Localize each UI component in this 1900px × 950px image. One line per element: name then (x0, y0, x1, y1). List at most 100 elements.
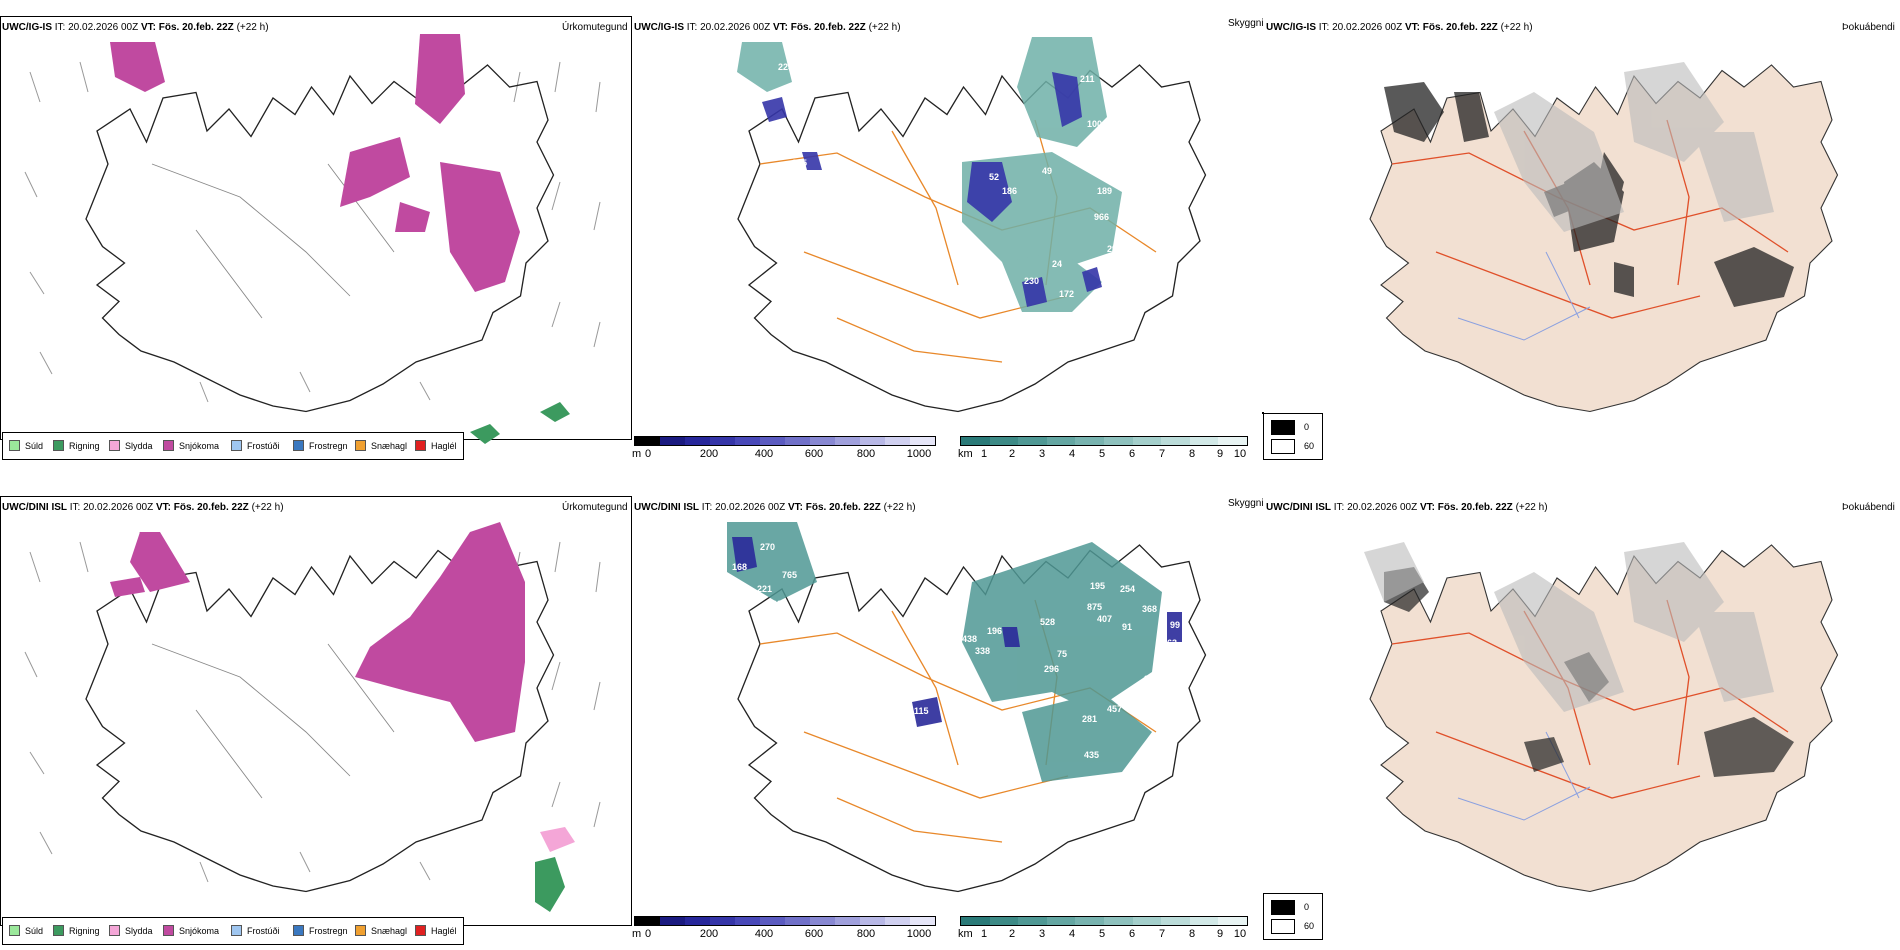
iceland-outline (85, 64, 555, 413)
precip-panel-bottom: UWC/DINI ISL IT: 20.02.2026 00Z VT: Fös.… (0, 492, 632, 950)
legend-swatch (415, 440, 426, 451)
vt-value: Fös. 20.feb. 22Z (805, 502, 881, 513)
vt-label: VT: (140, 22, 156, 33)
it-label: IT: (54, 22, 66, 33)
cloud-label: 457 (1107, 704, 1122, 714)
lead-time: (+22 h) (1515, 502, 1548, 513)
ceiling-unit: m (632, 928, 642, 940)
lead-time: (+22 h) (1500, 22, 1533, 33)
cloud-label: 528 (1040, 617, 1055, 627)
cloud-label: 407 (1097, 614, 1112, 624)
legend-swatch (109, 925, 120, 936)
low-ceiling-areas (732, 537, 1182, 727)
precip-map (24, 34, 601, 444)
legend-item-snjokoma: Snjókoma (163, 925, 219, 936)
fog-map (1369, 62, 1839, 413)
cloud-label: 221 (757, 584, 772, 594)
fog-map (1364, 542, 1839, 893)
legend-swatch (53, 440, 64, 451)
fog-swatch-low (1271, 900, 1295, 915)
legend-item-snaehagl: Snæhagl (355, 925, 407, 936)
legend-swatch (9, 925, 20, 936)
sleet-rain-areas (535, 827, 575, 912)
legend-item-slydda: Slydda (109, 440, 153, 451)
legend-item-snaehagl: Snæhagl (355, 440, 407, 451)
legend-swatch (163, 440, 174, 451)
fog-swatch-high (1271, 919, 1295, 934)
fog-legend-bottom: 0 60 (1263, 893, 1323, 940)
fog-light-areas (1494, 62, 1774, 232)
legend-swatch (355, 925, 366, 936)
panel-header: UWC/IG-IS IT: 20.02.2026 00Z VT: Fös. 20… (1266, 22, 1533, 33)
cloud-label: 75 (1057, 649, 1067, 659)
cloud-label: 165 (1112, 266, 1127, 276)
precip-legend: Súld Rigning Slydda Snjókoma Frostúði Fr… (2, 432, 464, 460)
cloud-label: 119 (1142, 134, 1157, 144)
cloud-label: 496 (1012, 746, 1027, 756)
legend-swatch (415, 925, 426, 936)
legend-item-frostregn: Frostregn (293, 440, 348, 451)
cloud-label: 338 (975, 646, 990, 656)
panel-header: UWC/DINI ISL IT: 20.02.2026 00Z VT: Fös.… (2, 502, 284, 513)
legend-item-sudl: Súld (9, 925, 43, 936)
fog-light-areas (1364, 542, 1774, 712)
legend-item-rigning: Rigning (53, 925, 100, 936)
model-name: UWC/DINI ISL (2, 502, 67, 513)
it-value: 20.02.2026 00Z (1332, 22, 1403, 33)
legend-swatch (9, 440, 20, 451)
legend-item-haglel: Haglél (415, 440, 457, 451)
cloud-label: 435 (1084, 750, 1099, 760)
snow-areas (110, 522, 525, 742)
lead-time: (+22 h) (251, 502, 284, 513)
fog-title: Þokuábendi (1842, 22, 1895, 33)
model-name: UWC/IG-IS (2, 22, 52, 33)
cloud-label: 223 (778, 62, 793, 72)
lead-time: (+22 h) (883, 502, 916, 513)
fog-swatch-high (1271, 439, 1295, 454)
vt-value: Fös. 20.feb. 22Z (1422, 22, 1498, 33)
legend-swatch (355, 440, 366, 451)
low-visibility-areas (727, 522, 1162, 782)
vt-label: VT: (787, 502, 803, 513)
cloud-label: 281 (1082, 714, 1097, 724)
precip-title: Úrkomutegund (562, 502, 628, 513)
visibility-map: 223 275 52 186 49 369 100 189 966 350 29… (737, 37, 1207, 413)
cloud-label: 296 (1044, 664, 1059, 674)
model-name: UWC/DINI ISL (634, 502, 699, 513)
cloud-label: 186 (1002, 186, 1017, 196)
vt-label: VT: (1404, 22, 1420, 33)
it-value: 20.02.2026 00Z (68, 22, 139, 33)
legend-swatch (293, 925, 304, 936)
cloud-label: 438 (962, 634, 977, 644)
fog-swatch-low (1271, 420, 1295, 435)
legend-swatch (231, 925, 242, 936)
it-label: IT: (686, 22, 698, 33)
visibility-unit: km (958, 448, 973, 460)
cloud-label: 168 (732, 562, 747, 572)
cloud-base-labels: 270 168 765 03 196 438 338 528 195 254 8… (732, 542, 1180, 760)
vt-label: VT: (1419, 502, 1435, 513)
visibility-panel-bottom: UWC/DINI ISL IT: 20.02.2026 00Z VT: Fös.… (632, 492, 1264, 950)
cloud-label: 91 (1122, 622, 1132, 632)
lead-time: (+22 h) (236, 22, 269, 33)
vt-value: Fös. 20.feb. 22Z (158, 22, 234, 33)
it-value: 20.02.2026 00Z (715, 502, 786, 513)
cloud-label: 765 (782, 570, 797, 580)
legend-swatch (109, 440, 120, 451)
panel-header: UWC/DINI ISL IT: 20.02.2026 00Z VT: Fös.… (1266, 502, 1548, 513)
legend-swatch (163, 925, 174, 936)
cloud-label: 369 (1080, 154, 1095, 164)
cloud-label: 350 (1147, 230, 1162, 240)
visibility-map: 270 168 765 03 196 438 338 528 195 254 8… (727, 522, 1207, 893)
legend-item-snjokoma: Snjókoma (163, 440, 219, 451)
visibility-panel-top: UWC/IG-IS IT: 20.02.2026 00Z VT: Fös. 20… (632, 12, 1264, 460)
it-label: IT: (1333, 502, 1345, 513)
precip-legend: Súld Rigning Slydda Snjókoma Frostúði Fr… (2, 917, 464, 945)
precip-title: Úrkomutegund (562, 22, 628, 33)
cloud-label: 03 (772, 599, 782, 609)
vt-value: Fös. 20.feb. 22Z (790, 22, 866, 33)
model-name: UWC/IG-IS (634, 22, 684, 33)
iceland-outline (85, 544, 555, 893)
panel-header: UWC/IG-IS IT: 20.02.2026 00Z VT: Fös. 20… (2, 22, 269, 33)
cloud-label: 24 (1052, 259, 1062, 269)
